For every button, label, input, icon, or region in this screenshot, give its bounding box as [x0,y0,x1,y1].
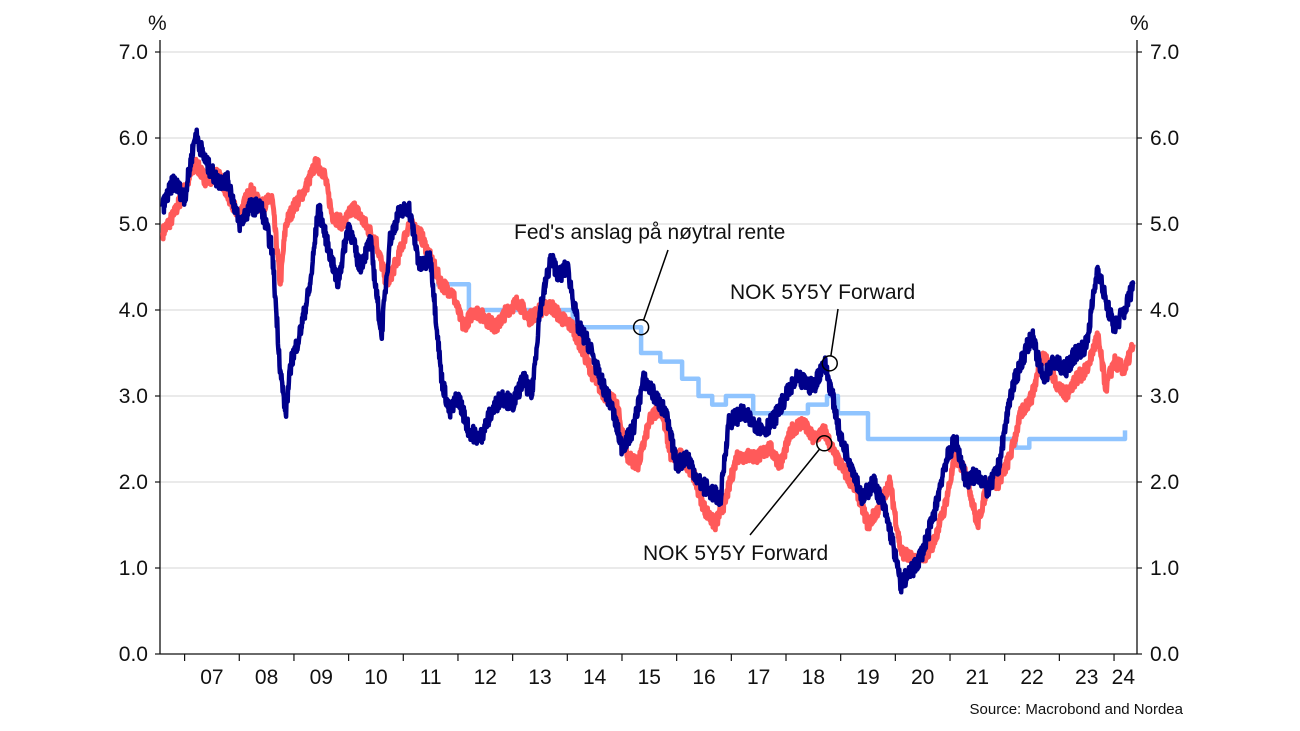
x-tick-label: 08 [255,666,278,689]
x-tick-label: 15 [638,666,661,689]
series-line-fed [436,281,1128,450]
annotation-nok-forward-lower: NOK 5Y5Y Forward [643,542,828,565]
x-tick-label: 19 [856,666,879,689]
series-lines [160,127,1136,595]
x-tick-label: 18 [802,666,825,689]
x-tick-label: 14 [583,666,607,689]
y-tick-label-right: 5.0 [1150,213,1179,236]
series-line-nok [160,156,1136,569]
source-note: Source: Macrobond and Nordea [970,701,1184,718]
x-tick-label: 24 [1112,666,1136,689]
x-tick-label: 20 [911,666,934,689]
y-tick-label-right: 2.0 [1150,471,1179,494]
x-tick-label: 10 [364,666,387,689]
y-tick-label-left: 0.0 [119,643,148,666]
x-tick-label: 16 [692,666,715,689]
y-tick-label-right: 7.0 [1150,41,1179,64]
annotation-nok-forward-upper: NOK 5Y5Y Forward [730,281,915,304]
y-tick-label-right: 3.0 [1150,385,1179,408]
y-tick-label-right: 4.0 [1150,299,1179,322]
y-tick-label-left: 5.0 [119,213,148,236]
x-tick-label: 07 [200,666,223,689]
x-tick-label: 12 [474,666,497,689]
x-tick-label: 17 [747,666,770,689]
series-line-us [160,127,1136,595]
y-axis-right-unit: % [1130,12,1149,35]
annotation-fed-neutral-rate: Fed's anslag på nøytral rente [514,221,785,244]
y-axis-right-ticks: 0.0 1.0 2.0 3.0 4.0 5.0 6.0 7.0 [1137,41,1179,666]
annotation-marker-nok-upper [821,355,838,372]
x-tick-label: 21 [966,666,989,689]
axes [159,40,1138,655]
y-tick-label-left: 1.0 [119,557,148,580]
annotation-marker-fed [632,318,650,336]
y-axis-left-ticks: 0.0 1.0 2.0 3.0 4.0 5.0 6.0 7.0 [119,41,160,666]
annotation-leader-nok-lower [749,448,821,536]
annotation-marker-nok-lower [816,435,833,452]
y-tick-label-left: 6.0 [119,127,148,150]
y-tick-label-right: 1.0 [1150,557,1179,580]
annotation-leader-fed [642,249,669,321]
y-tick-label-left: 7.0 [119,41,148,64]
x-axis-ticks: 07 08 09 10 11 12 13 14 15 16 17 18 19 20 21 22 23 24 [184,654,1136,689]
x-tick-label: 11 [420,666,442,689]
x-tick-label: 22 [1020,666,1043,689]
y-tick-label-right: 0.0 [1150,643,1179,666]
x-tick-label: 09 [310,666,333,689]
y-tick-label-right: 6.0 [1150,127,1179,150]
x-tick-label: 23 [1075,666,1098,689]
y-axis-left-unit: % [148,12,167,35]
y-tick-label-left: 3.0 [119,385,148,408]
y-tick-label-left: 2.0 [119,471,148,494]
annotations: Fed's anslag på nøytral rente NOK 5Y5Y F… [514,221,915,565]
annotation-leader-nok-upper [830,308,839,357]
x-tick-label: 13 [528,666,551,689]
y-tick-label-left: 4.0 [119,299,148,322]
